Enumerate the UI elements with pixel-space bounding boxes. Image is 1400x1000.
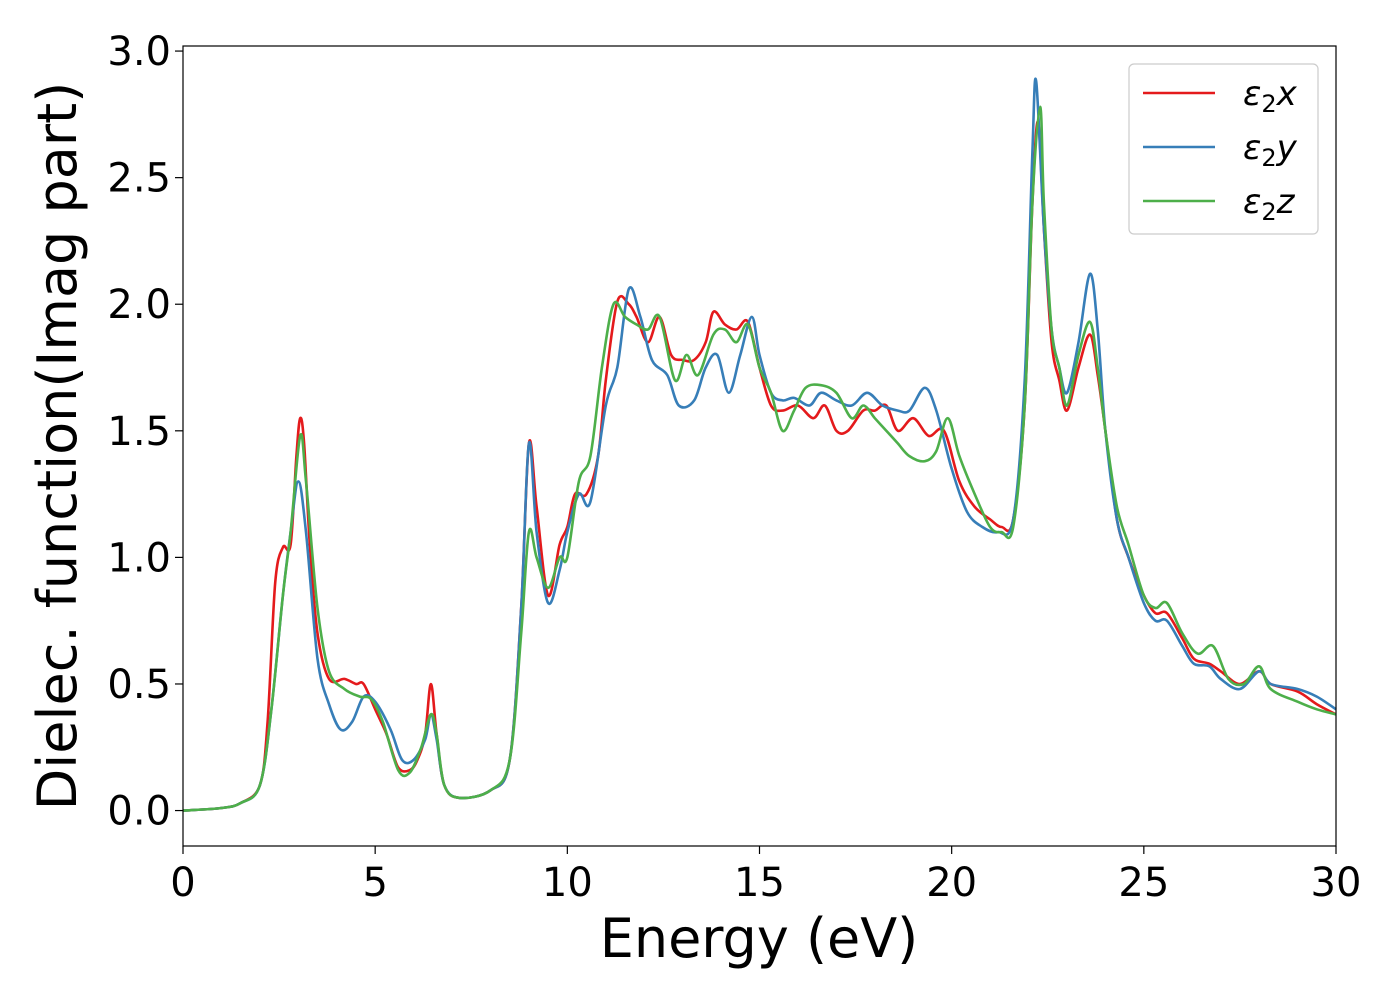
legend-label-x: ε2x — [1243, 74, 1298, 118]
y-axis: 0.0 0.5 1.0 1.5 2.0 2.5 3.0 — [107, 29, 183, 835]
x-tick-label: 30 — [1311, 860, 1362, 906]
legend-items: ε2x ε2y ε2z — [1143, 74, 1298, 226]
y-tick-label: 0.0 — [107, 789, 171, 835]
legend-label-z: ε2z — [1243, 182, 1296, 226]
legend: ε2x ε2y ε2z — [1128, 63, 1319, 235]
legend-label-y: ε2y — [1243, 128, 1298, 172]
series-line-y — [182, 77, 1337, 812]
series-layer — [182, 77, 1337, 812]
x-tick-label: 15 — [734, 860, 785, 906]
x-tick-label: 0 — [170, 860, 195, 906]
series-line-x — [182, 120, 1337, 812]
series-line-z — [182, 105, 1337, 812]
x-tick-label: 5 — [362, 860, 387, 906]
y-axis-label: Dielec. function(Imag part) — [26, 82, 89, 811]
x-tick-label: 10 — [542, 860, 593, 906]
x-tick-label: 20 — [926, 860, 977, 906]
y-tick-label: 2.5 — [107, 156, 171, 202]
y-tick-label: 2.0 — [107, 282, 171, 328]
x-tick-label: 25 — [1118, 860, 1169, 906]
x-axis-label: Energy (eV) — [600, 907, 919, 970]
y-tick-label: 1.0 — [107, 535, 171, 581]
y-tick-label: 3.0 — [107, 29, 171, 75]
x-axis: 0 5 10 15 20 25 30 — [170, 846, 1361, 906]
legend-box — [1128, 63, 1319, 235]
y-tick-label: 0.5 — [107, 662, 171, 708]
y-tick-label: 1.5 — [107, 409, 171, 455]
